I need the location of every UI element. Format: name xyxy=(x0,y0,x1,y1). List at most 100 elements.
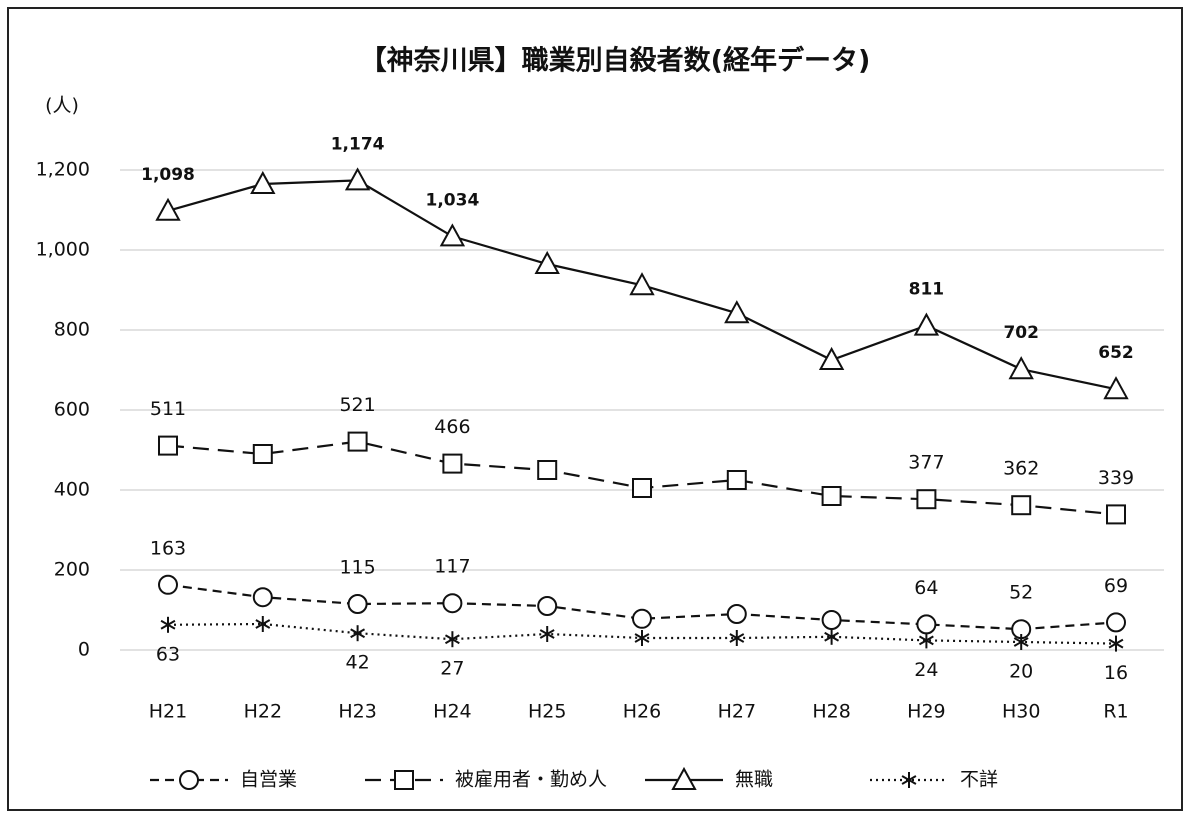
point-marker xyxy=(537,596,558,616)
point-marker xyxy=(821,610,842,630)
point-marker xyxy=(1108,635,1124,652)
point-marker xyxy=(726,604,747,624)
point-marker xyxy=(1106,612,1126,633)
point-marker xyxy=(632,478,652,498)
point-marker xyxy=(255,616,271,632)
point-marker xyxy=(818,346,845,370)
legend-label: 被雇用者・勤め人 xyxy=(455,769,607,791)
point-marker xyxy=(726,470,747,490)
data-label: 702 xyxy=(1003,323,1039,343)
asterisk-stroke xyxy=(1013,637,1029,647)
point-marker xyxy=(439,223,466,247)
point-marker xyxy=(1103,376,1129,400)
data-label: 42 xyxy=(346,652,370,674)
asterisk-stroke xyxy=(901,775,917,785)
data-label: 20 xyxy=(1009,661,1033,683)
point-marker xyxy=(155,197,181,221)
legend-marker xyxy=(671,766,697,790)
x-tick-label: H30 xyxy=(1002,701,1040,723)
x-tick-label: H21 xyxy=(149,701,187,723)
data-label: 163 xyxy=(150,537,186,559)
point-marker xyxy=(442,453,463,474)
point-marker xyxy=(634,630,650,646)
point-marker xyxy=(537,460,558,480)
data-label: 339 xyxy=(1098,467,1134,489)
data-label: 377 xyxy=(908,452,944,474)
chart-title: 【神奈川県】職業別自殺者数(経年データ) xyxy=(360,45,871,77)
legend-marker xyxy=(901,772,917,788)
point-marker xyxy=(1008,356,1034,380)
legend-marker xyxy=(394,770,414,790)
data-label: 521 xyxy=(339,394,375,416)
data-label: 64 xyxy=(914,577,938,599)
point-marker xyxy=(913,312,940,336)
point-marker xyxy=(534,250,560,274)
point-marker xyxy=(539,626,555,642)
asterisk-stroke xyxy=(539,629,555,639)
asterisk-stroke xyxy=(918,635,934,646)
asterisk-stroke xyxy=(160,619,176,630)
point-marker xyxy=(1011,495,1032,516)
x-tick-label: R1 xyxy=(1103,701,1128,723)
data-label: 466 xyxy=(434,416,470,438)
point-marker xyxy=(252,587,273,608)
data-label: 362 xyxy=(1003,458,1039,480)
data-label: 16 xyxy=(1104,662,1128,684)
point-marker xyxy=(347,594,368,614)
asterisk-stroke xyxy=(255,619,271,629)
legend-label: 無職 xyxy=(735,769,773,791)
data-label: 115 xyxy=(339,557,375,579)
x-tick-label: H22 xyxy=(244,701,282,723)
series-line xyxy=(167,583,1117,631)
data-label: 1,034 xyxy=(426,190,480,210)
point-marker xyxy=(1106,504,1126,525)
point-marker xyxy=(252,444,273,464)
asterisk-stroke xyxy=(634,633,650,643)
data-label: 652 xyxy=(1098,343,1134,363)
point-marker xyxy=(344,167,371,191)
asterisk-stroke xyxy=(1108,638,1124,649)
y-tick-label: 1,200 xyxy=(36,159,90,181)
point-marker xyxy=(916,614,937,635)
point-marker xyxy=(347,431,368,452)
x-tick-label: H23 xyxy=(338,701,376,723)
point-marker xyxy=(444,631,460,648)
point-marker xyxy=(350,625,366,642)
y-axis-label: (人) xyxy=(45,95,79,117)
asterisk-stroke xyxy=(729,633,745,643)
data-label: 1,098 xyxy=(141,165,195,185)
point-marker xyxy=(824,628,840,645)
data-label: 69 xyxy=(1104,575,1128,597)
x-tick-label: H29 xyxy=(907,701,945,723)
y-tick-label: 800 xyxy=(54,319,90,341)
legend-marker xyxy=(179,770,199,790)
data-label: 117 xyxy=(434,556,470,578)
data-label: 27 xyxy=(440,658,464,680)
point-marker xyxy=(916,489,937,510)
point-marker xyxy=(629,272,655,296)
legend-label: 自営業 xyxy=(240,769,297,791)
asterisk-stroke xyxy=(824,631,840,642)
point-marker xyxy=(1013,634,1029,650)
point-marker xyxy=(250,170,276,194)
x-tick-label: H27 xyxy=(718,701,756,723)
point-marker xyxy=(821,486,842,506)
data-label: 52 xyxy=(1009,582,1033,604)
y-tick-label: 1,000 xyxy=(36,239,90,261)
point-marker xyxy=(724,300,750,324)
y-tick-label: 200 xyxy=(54,559,90,581)
point-marker xyxy=(729,630,745,646)
y-tick-label: 600 xyxy=(54,399,90,421)
point-marker xyxy=(158,574,178,595)
x-tick-label: H26 xyxy=(623,701,661,723)
asterisk-stroke xyxy=(350,628,366,639)
data-label: 511 xyxy=(150,398,186,420)
y-tick-label: 0 xyxy=(78,639,90,661)
chart-frame xyxy=(7,7,1183,811)
point-marker xyxy=(442,593,463,614)
x-tick-label: H28 xyxy=(812,701,850,723)
data-label: 63 xyxy=(156,643,180,665)
point-marker xyxy=(160,616,176,633)
data-label: 1,174 xyxy=(331,134,385,154)
